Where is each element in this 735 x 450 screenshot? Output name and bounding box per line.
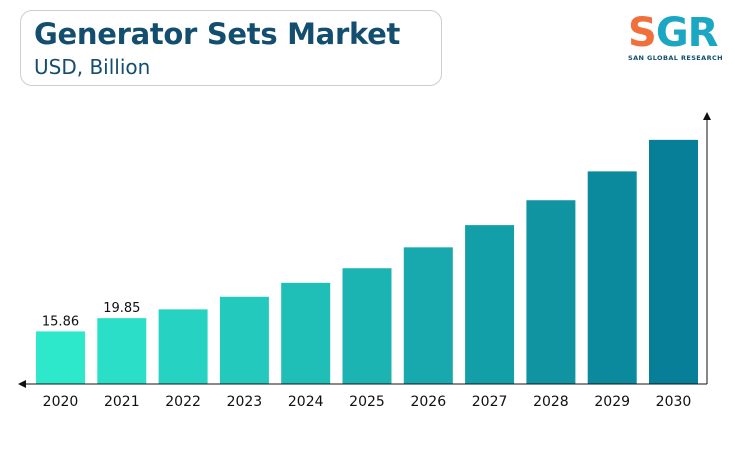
bar-2022	[158, 309, 208, 384]
bar-2025	[342, 268, 392, 384]
y-axis-arrow	[703, 112, 711, 120]
x-tick-label-2020: 2020	[43, 394, 79, 410]
x-axis-arrow	[18, 380, 26, 388]
data-label-2020: 15.86	[42, 314, 79, 329]
x-tick-label-2027: 2027	[472, 394, 508, 410]
x-tick-label-2026: 2026	[410, 394, 446, 410]
brand-logo: SGR SAN GLOBAL RESEARCH	[620, 10, 726, 70]
bar-2026	[403, 247, 453, 384]
logo-letters-gr: GR	[655, 10, 719, 56]
bar-2027	[465, 225, 515, 384]
data-label-2021: 19.85	[103, 301, 140, 316]
x-tick-label-2023: 2023	[227, 394, 263, 410]
bar-2021	[97, 318, 147, 384]
title-box: Generator Sets Market USD, Billion	[20, 10, 442, 86]
logo-letters: SGR	[628, 10, 719, 56]
x-tick-label-2030: 2030	[656, 394, 692, 410]
x-tick-label-2024: 2024	[288, 394, 324, 410]
x-tick-label-2022: 2022	[165, 394, 201, 410]
chart-title: Generator Sets Market	[34, 17, 401, 51]
bar-2030	[649, 139, 698, 384]
bar-2028	[526, 200, 576, 384]
bar-2029	[587, 171, 637, 384]
bar-2023	[219, 296, 269, 384]
bar-2024	[281, 282, 331, 384]
x-tick-label-2025: 2025	[349, 394, 385, 410]
logo-letter-s: S	[628, 10, 657, 56]
chart-subtitle: USD, Billion	[34, 55, 151, 79]
x-tick-label-2029: 2029	[594, 394, 630, 410]
bar-2020	[36, 331, 85, 384]
x-tick-label-2021: 2021	[104, 394, 140, 410]
logo-tagline: SAN GLOBAL RESEARCH	[628, 54, 723, 62]
x-tick-label-2028: 2028	[533, 394, 569, 410]
